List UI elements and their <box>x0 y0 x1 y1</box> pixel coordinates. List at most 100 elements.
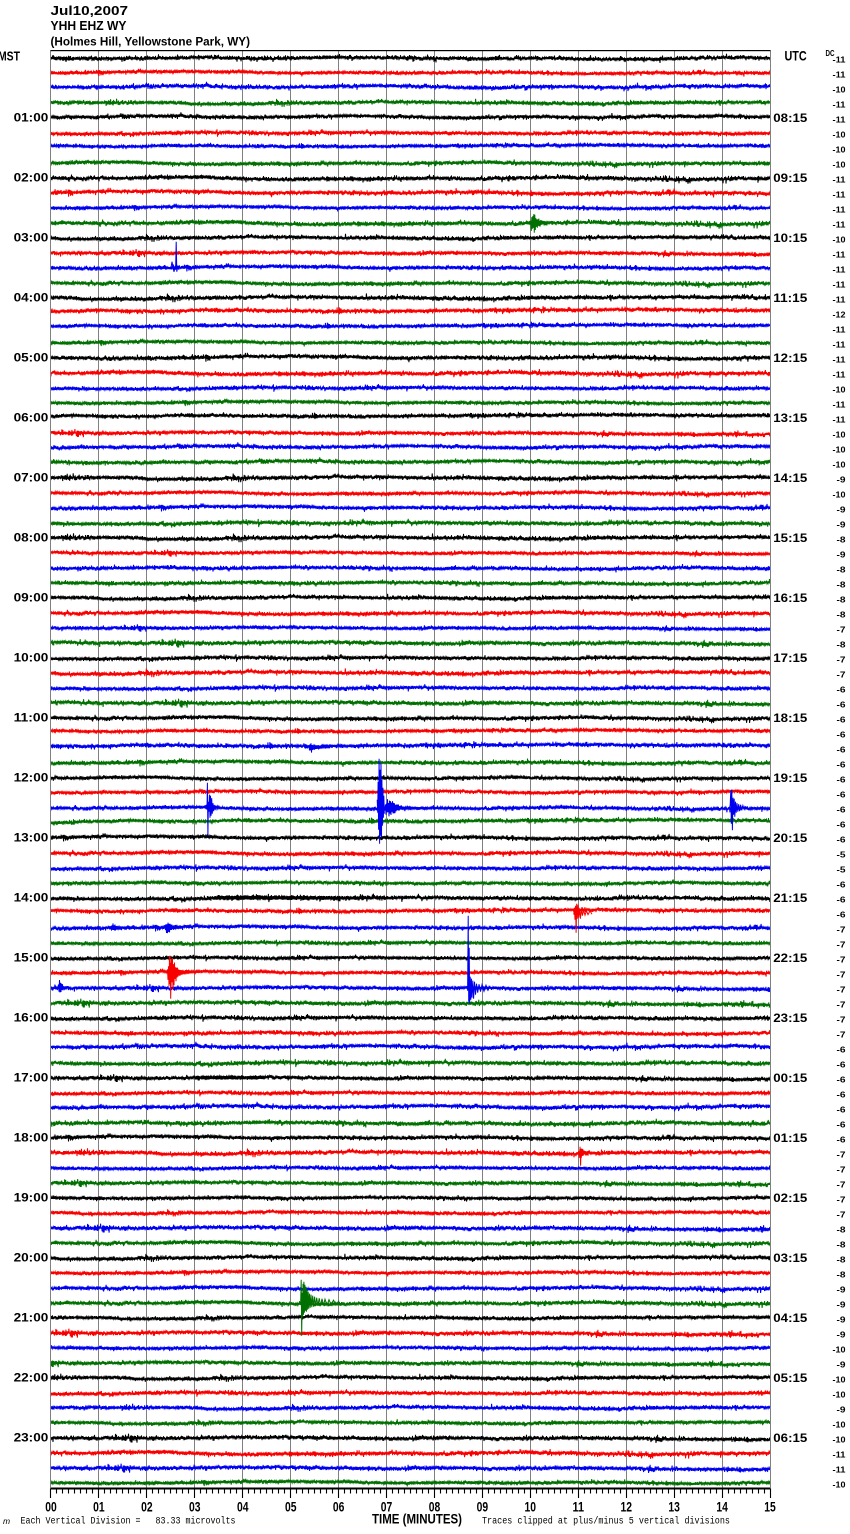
svg-text:19:15: 19:15 <box>773 772 808 785</box>
svg-text:-10: -10 <box>833 1344 846 1354</box>
svg-text:-9: -9 <box>837 549 846 559</box>
svg-text:-6: -6 <box>837 1134 846 1144</box>
svg-text:10:15: 10:15 <box>773 232 808 245</box>
svg-text:22:00: 22:00 <box>14 1372 49 1385</box>
svg-text:-12: -12 <box>833 309 846 319</box>
svg-text:18:00: 18:00 <box>14 1132 49 1145</box>
svg-text:04:15: 04:15 <box>773 1312 808 1325</box>
svg-text:03: 03 <box>189 1499 201 1515</box>
svg-text:-6: -6 <box>837 1074 846 1084</box>
svg-text:-9: -9 <box>837 1284 846 1294</box>
svg-text:-11: -11 <box>833 249 846 259</box>
svg-text:MST: MST <box>0 49 20 64</box>
svg-text:10: 10 <box>525 1499 537 1515</box>
svg-text:01:15: 01:15 <box>773 1132 808 1145</box>
svg-text:-7: -7 <box>837 1029 846 1039</box>
svg-text:13:00: 13:00 <box>14 832 49 845</box>
svg-text:-11: -11 <box>833 69 846 79</box>
svg-text:-9: -9 <box>837 1329 846 1339</box>
svg-text:20:00: 20:00 <box>14 1252 49 1265</box>
svg-text:-11: -11 <box>833 369 846 379</box>
svg-text:01: 01 <box>93 1499 105 1515</box>
svg-text:-8: -8 <box>837 534 846 544</box>
svg-text:17:00: 17:00 <box>14 1072 49 1085</box>
svg-text:-7: -7 <box>837 939 846 949</box>
svg-text:-7: -7 <box>837 1209 846 1219</box>
svg-text:18:15: 18:15 <box>773 712 808 725</box>
svg-text:-11: -11 <box>833 1449 846 1459</box>
svg-text:08: 08 <box>429 1499 441 1515</box>
svg-text:-10: -10 <box>833 1419 846 1429</box>
svg-text:15: 15 <box>764 1499 776 1515</box>
svg-text:-6: -6 <box>837 1059 846 1069</box>
svg-text:-9: -9 <box>837 504 846 514</box>
svg-text:-7: -7 <box>837 999 846 1009</box>
svg-text:-6: -6 <box>837 744 846 754</box>
svg-text:-6: -6 <box>837 774 846 784</box>
svg-text:-6: -6 <box>837 834 846 844</box>
svg-text:08:15: 08:15 <box>773 112 808 125</box>
svg-text:02:15: 02:15 <box>773 1192 808 1205</box>
svg-text:-11: -11 <box>833 294 846 304</box>
svg-text:-6: -6 <box>837 909 846 919</box>
svg-text:-11: -11 <box>833 189 846 199</box>
svg-text:-6: -6 <box>837 684 846 694</box>
svg-text:-11: -11 <box>833 219 846 229</box>
svg-text:08:00: 08:00 <box>14 532 49 545</box>
svg-text:-10: -10 <box>833 1479 846 1489</box>
svg-text:-6: -6 <box>837 1119 846 1129</box>
svg-text:-8: -8 <box>837 564 846 574</box>
svg-text:06:15: 06:15 <box>773 1432 808 1445</box>
svg-text:-9: -9 <box>837 1359 846 1369</box>
svg-text:13: 13 <box>668 1499 680 1515</box>
svg-text:11:15: 11:15 <box>773 292 808 305</box>
svg-text:-8: -8 <box>837 639 846 649</box>
svg-text:-10: -10 <box>833 1434 846 1444</box>
svg-text:13:15: 13:15 <box>773 412 808 425</box>
svg-text:-11: -11 <box>833 339 846 349</box>
svg-text:07: 07 <box>381 1499 393 1515</box>
svg-text:-9: -9 <box>837 1299 846 1309</box>
svg-text:-6: -6 <box>837 879 846 889</box>
svg-text:12:15: 12:15 <box>773 352 808 365</box>
svg-text:-7: -7 <box>837 954 846 964</box>
svg-text:20:15: 20:15 <box>773 832 808 845</box>
svg-text:-11: -11 <box>833 174 846 184</box>
svg-text:-9: -9 <box>837 474 846 484</box>
svg-text:-7: -7 <box>837 654 846 664</box>
svg-text:-10: -10 <box>833 489 846 499</box>
svg-text:Each Vertical Division = 83.: Each Vertical Division = 83.33 microvolt… <box>21 1516 236 1528</box>
svg-text:-6: -6 <box>837 804 846 814</box>
svg-text:09:15: 09:15 <box>773 172 808 185</box>
svg-text:23:15: 23:15 <box>773 1012 808 1025</box>
svg-text:-9: -9 <box>837 1314 846 1324</box>
svg-text:22:15: 22:15 <box>773 952 808 965</box>
svg-text:04:00: 04:00 <box>14 292 49 305</box>
svg-text:-9: -9 <box>837 519 846 529</box>
svg-text:-7: -7 <box>837 1194 846 1204</box>
svg-text:-6: -6 <box>837 1044 846 1054</box>
svg-text:-6: -6 <box>837 714 846 724</box>
svg-text:-10: -10 <box>833 234 846 244</box>
svg-text:03:00: 03:00 <box>14 232 49 245</box>
svg-text:16:00: 16:00 <box>14 1012 49 1025</box>
svg-text:-10: -10 <box>833 429 846 439</box>
svg-text:-8: -8 <box>837 1224 846 1234</box>
svg-text:19:00: 19:00 <box>14 1192 49 1205</box>
svg-text:-10: -10 <box>833 459 846 469</box>
svg-text:-5: -5 <box>837 864 846 874</box>
svg-text:(Holmes Hill, Yellowstone Park: (Holmes Hill, Yellowstone Park, WY) <box>51 37 251 49</box>
svg-text:-6: -6 <box>837 1089 846 1099</box>
svg-text:-7: -7 <box>837 984 846 994</box>
svg-text:UTC: UTC <box>785 48 807 63</box>
svg-text:-7: -7 <box>837 924 846 934</box>
svg-text:-11: -11 <box>833 264 846 274</box>
svg-text:02:00: 02:00 <box>14 172 49 185</box>
svg-text:10:00: 10:00 <box>14 652 49 665</box>
svg-text:-6: -6 <box>837 894 846 904</box>
svg-text:-8: -8 <box>837 594 846 604</box>
svg-text:06: 06 <box>333 1499 345 1515</box>
svg-text:-11: -11 <box>833 324 846 334</box>
svg-text:-11: -11 <box>833 204 846 214</box>
svg-text:-8: -8 <box>837 609 846 619</box>
